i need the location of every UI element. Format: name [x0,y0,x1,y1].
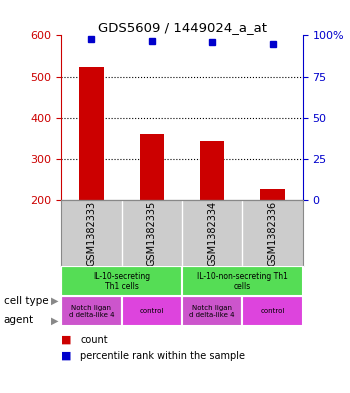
Text: percentile rank within the sample: percentile rank within the sample [80,351,245,361]
Text: ■: ■ [61,351,72,361]
Bar [242,296,303,326]
Title: GDS5609 / 1449024_a_at: GDS5609 / 1449024_a_at [98,21,266,34]
Text: IL-10-secreting
Th1 cells: IL-10-secreting Th1 cells [93,272,150,291]
Text: agent: agent [4,315,34,325]
Text: Notch ligan
d delta-like 4: Notch ligan d delta-like 4 [69,305,114,318]
Text: ■: ■ [61,335,72,345]
Text: control: control [140,308,164,314]
Text: IL-10-non-secreting Th1
cells: IL-10-non-secreting Th1 cells [197,272,288,291]
Text: GSM1382334: GSM1382334 [207,201,217,266]
Text: count: count [80,335,108,345]
Text: GSM1382333: GSM1382333 [86,201,97,266]
Text: Notch ligan
d delta-like 4: Notch ligan d delta-like 4 [189,305,235,318]
Bar [61,296,122,326]
Text: ▶: ▶ [50,315,58,325]
Bar [182,266,303,296]
Bar [122,296,182,326]
Text: ▶: ▶ [50,296,58,306]
Bar [260,189,285,200]
Text: GSM1382336: GSM1382336 [267,201,278,266]
Bar [200,141,224,200]
Bar [140,134,164,200]
Text: cell type: cell type [4,296,48,306]
Text: control: control [260,308,285,314]
Bar [182,296,242,326]
Bar [79,67,104,200]
Bar [61,266,182,296]
Text: GSM1382335: GSM1382335 [147,200,157,266]
